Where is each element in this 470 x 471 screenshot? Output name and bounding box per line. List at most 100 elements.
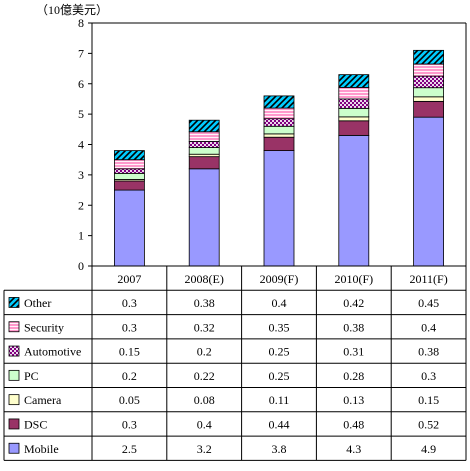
data-label: 0.38 xyxy=(418,345,439,359)
data-label: 0.2 xyxy=(197,345,212,359)
y-tick-label: 3 xyxy=(78,168,84,182)
bar-segment-other xyxy=(413,49,445,65)
data-label: 0.52 xyxy=(418,417,439,431)
data-label: 0.42 xyxy=(343,296,364,310)
data-label: 0.2 xyxy=(122,369,137,383)
legend-key-dsc xyxy=(8,418,20,430)
legend-key-mobile xyxy=(8,442,20,454)
bar-segment-other xyxy=(338,74,370,88)
category-label: 2011(F) xyxy=(409,272,447,286)
data-label: 0.25 xyxy=(269,369,290,383)
legend-key-camera xyxy=(8,394,20,406)
bar-segment-automotive xyxy=(338,98,370,109)
data-label: 0.3 xyxy=(122,320,137,334)
category-label: 2009(F) xyxy=(260,272,299,286)
bar-segment-dsc xyxy=(188,156,220,170)
y-tick-label: 8 xyxy=(78,16,84,30)
data-label: 0.15 xyxy=(119,345,140,359)
data-label: 0.4 xyxy=(197,417,212,431)
y-tick-label: 2 xyxy=(78,198,84,212)
series-label: Security xyxy=(24,320,64,334)
legend-key-security xyxy=(8,321,20,333)
bar-segment-dsc xyxy=(114,180,145,191)
series-label: PC xyxy=(24,369,39,383)
data-label: 3.8 xyxy=(272,442,287,456)
data-label: 0.28 xyxy=(343,369,364,383)
data-label: 0.15 xyxy=(418,393,439,407)
data-label: 0.48 xyxy=(343,417,364,431)
data-label: 0.45 xyxy=(418,296,439,310)
data-label: 0.4 xyxy=(421,320,436,334)
bar-segment-dsc xyxy=(338,120,370,136)
data-label: 0.25 xyxy=(269,345,290,359)
data-label: 0.3 xyxy=(122,417,137,431)
plot-area: 0 1 2 3 4 5 6 7 8 xyxy=(78,16,467,273)
data-label: 0.11 xyxy=(269,393,290,407)
data-label: 0.08 xyxy=(194,393,215,407)
legend-key-automotive xyxy=(8,345,20,357)
bar-segment-security xyxy=(338,86,370,100)
y-tick-label: 6 xyxy=(78,77,84,91)
data-label: 4.3 xyxy=(346,442,361,456)
bar-segment-automotive xyxy=(263,118,295,127)
bar-segment-automotive xyxy=(114,168,145,174)
bar-segment-pc xyxy=(188,147,220,155)
y-tick-label: 4 xyxy=(78,138,84,152)
data-label: 0.22 xyxy=(194,369,215,383)
y-tick-label: 7 xyxy=(78,46,84,60)
data-label: 4.9 xyxy=(421,442,436,456)
bar-segment-automotive xyxy=(188,141,220,148)
data-label: 3.2 xyxy=(197,442,212,456)
legend-key-other xyxy=(8,297,20,308)
bar-segment-mobile xyxy=(263,150,295,267)
data-label: 0.3 xyxy=(421,369,436,383)
data-label: 0.44 xyxy=(269,417,290,431)
series-label: Other xyxy=(24,296,51,310)
bar-segment-automotive xyxy=(413,75,445,89)
unit-label: （10億美元） xyxy=(36,3,108,17)
data-label: 0.35 xyxy=(269,320,290,334)
bar-segment-camera xyxy=(413,96,445,102)
data-label: 0.38 xyxy=(343,320,364,334)
series-label: Automotive xyxy=(24,345,81,359)
bar-segment-pc xyxy=(413,87,445,98)
bar-segment-mobile xyxy=(114,189,145,267)
bar-segment-security xyxy=(114,159,145,170)
y-tick-label: 0 xyxy=(78,259,84,273)
bar-segment-camera xyxy=(338,116,370,122)
category-label: 2010(F) xyxy=(334,272,373,286)
bar-segment-dsc xyxy=(413,100,445,118)
bar-segment-dsc xyxy=(263,136,295,151)
bar-segment-other xyxy=(188,119,220,133)
data-label: 2.5 xyxy=(122,442,137,456)
data-table: 2007 2008(E) 2009(F) 2010(F) 2011(F) Other 0.3… xyxy=(3,265,467,461)
category-label: 2008(E) xyxy=(185,272,224,286)
data-label: 0.38 xyxy=(194,296,215,310)
series-label: Camera xyxy=(24,393,62,407)
category-label: 2007 xyxy=(117,272,141,286)
series-label: Mobile xyxy=(24,442,59,456)
bar-segment-mobile xyxy=(188,168,220,267)
bar-segment-mobile xyxy=(338,134,370,267)
bar-segment-pc xyxy=(114,172,145,180)
bar-segment-security xyxy=(263,107,295,120)
bar-segment-camera xyxy=(263,133,295,138)
data-label: 0.4 xyxy=(272,296,287,310)
data-label: 0.05 xyxy=(119,393,140,407)
data-label: 0.13 xyxy=(343,393,364,407)
legend-key-pc xyxy=(8,369,20,381)
bar-segment-security xyxy=(413,63,445,77)
data-label: 0.31 xyxy=(343,345,364,359)
bar-segment-pc xyxy=(338,107,370,118)
series-label: DSC xyxy=(24,417,47,431)
bar-segment-pc xyxy=(263,125,295,135)
y-tick-label: 1 xyxy=(78,229,84,243)
bar-segment-mobile xyxy=(413,116,445,267)
data-label: 0.32 xyxy=(194,320,215,334)
data-label: 0.3 xyxy=(122,296,137,310)
bar-segment-security xyxy=(188,131,220,142)
bar-segment-other xyxy=(114,150,145,161)
bar-segment-other xyxy=(263,95,295,109)
